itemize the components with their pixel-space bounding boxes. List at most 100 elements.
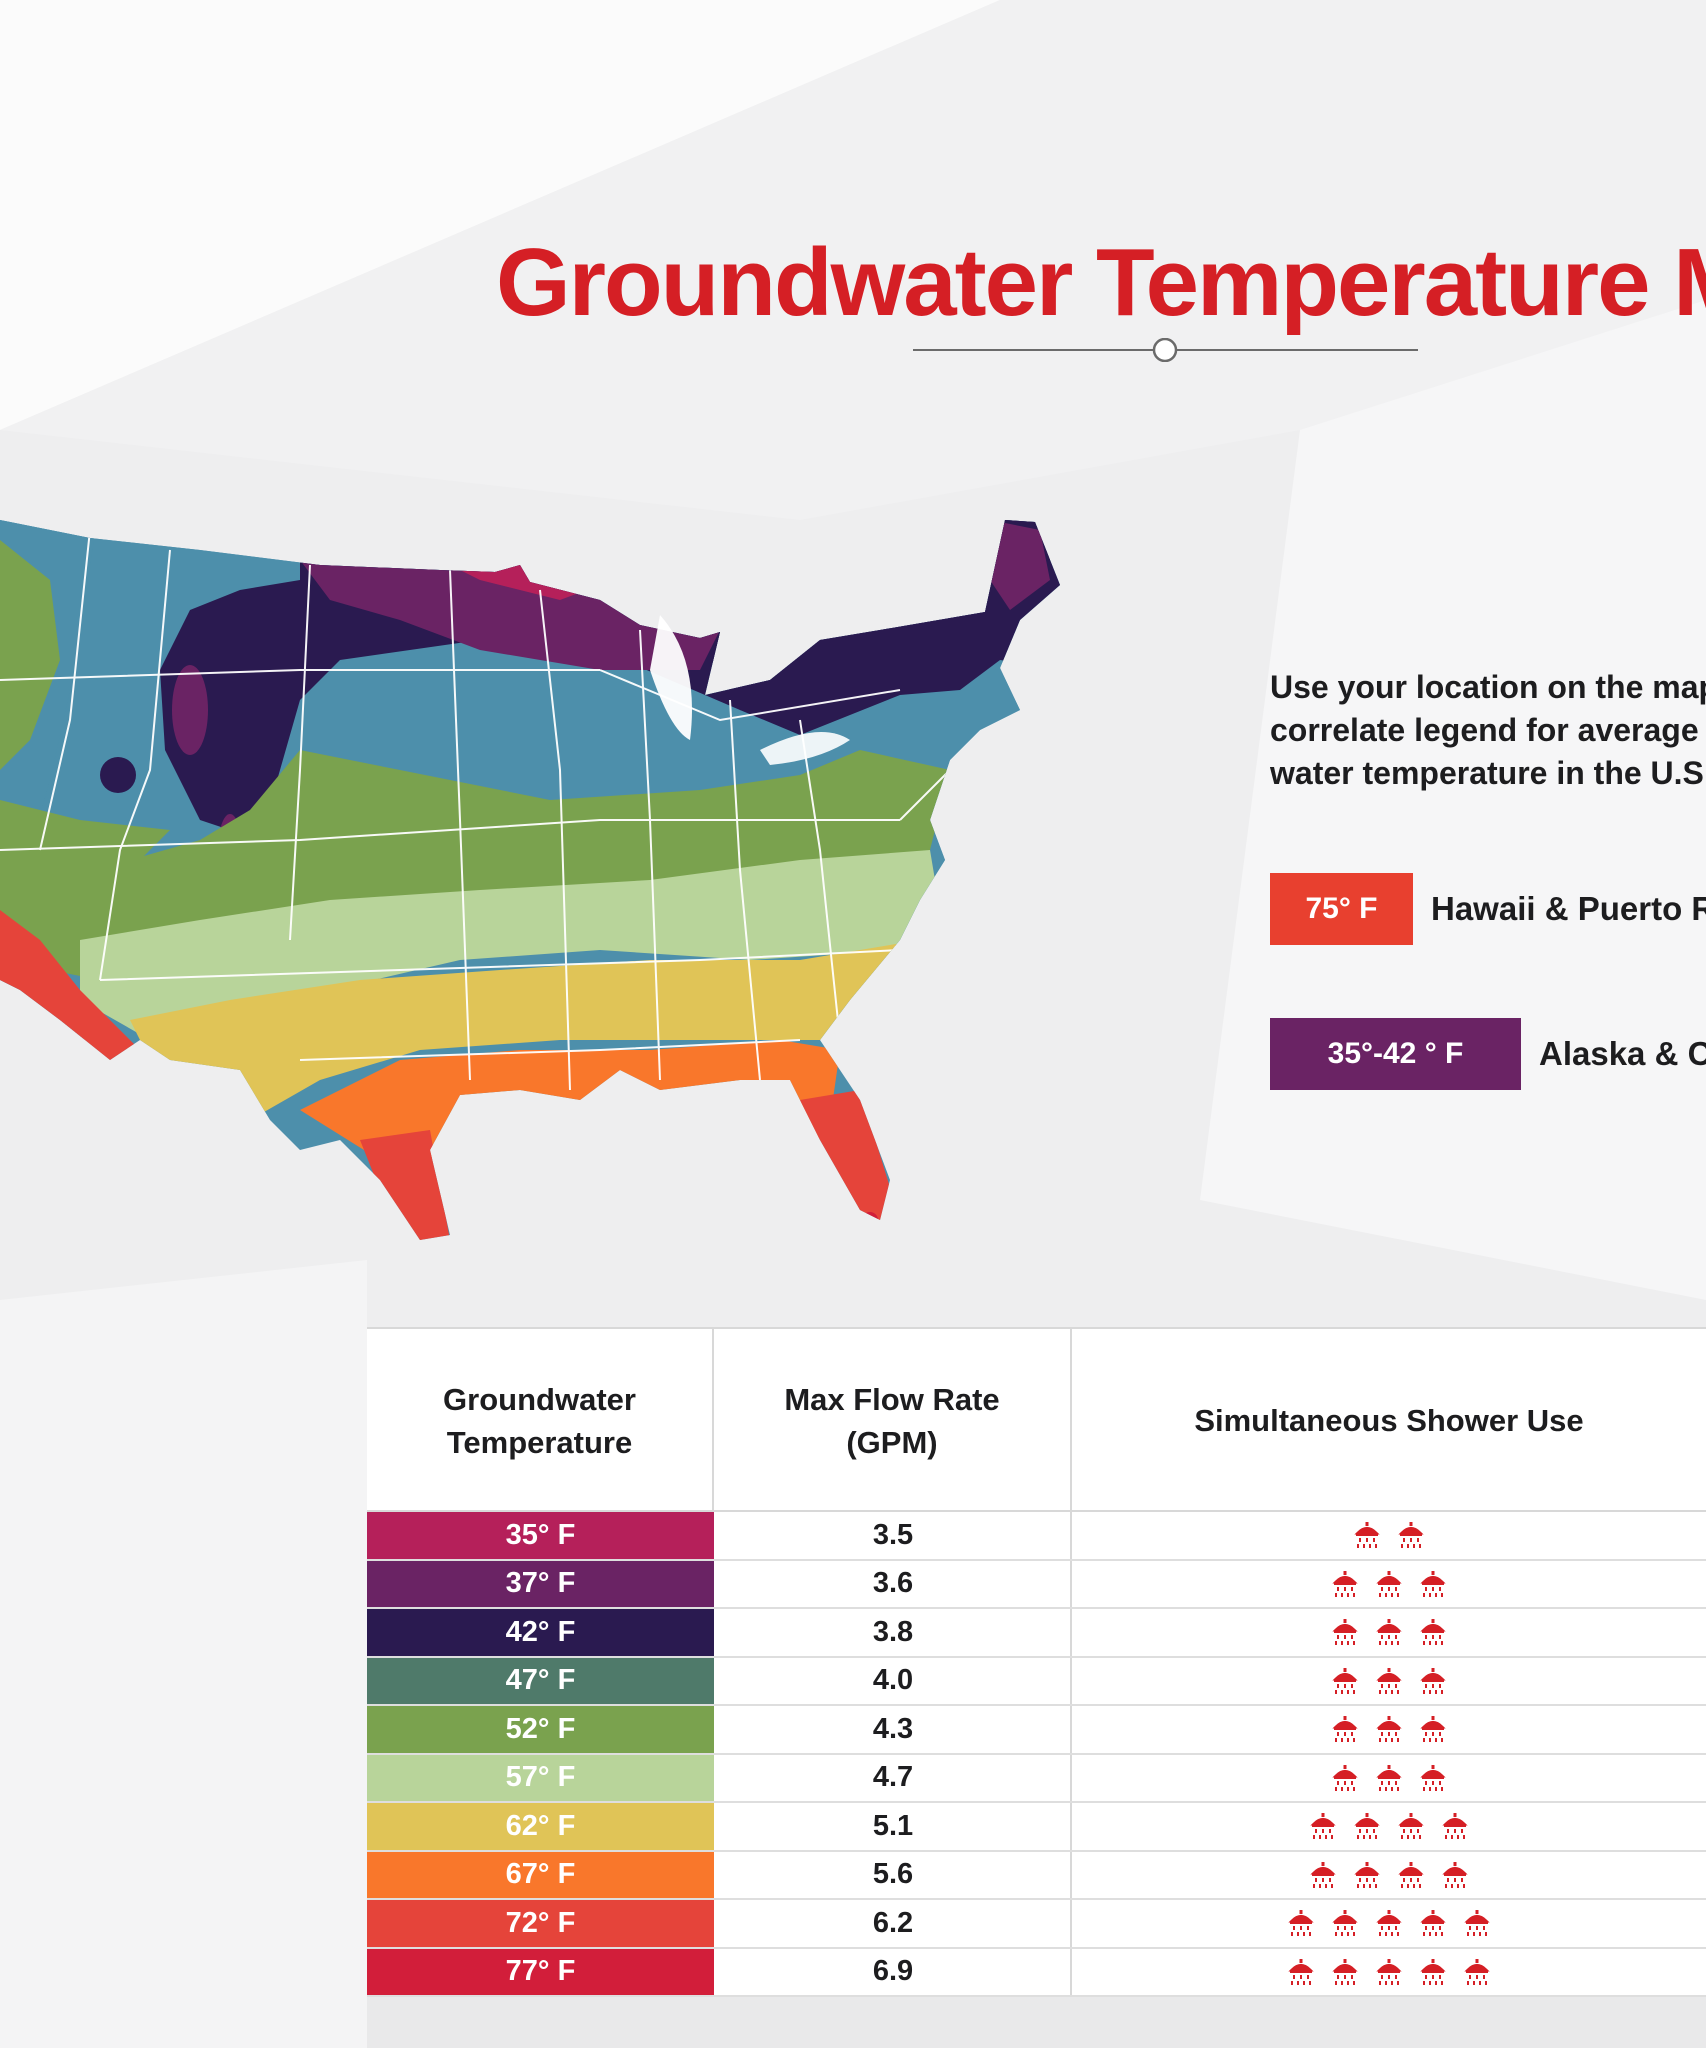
flow-rate-cell: 4.0 [714,1657,1072,1704]
shower-head-icon [1288,1958,1314,1985]
temperature-cell: 47° F [367,1657,714,1704]
flow-rate-cell: 3.5 [714,1512,1072,1559]
header-rate-line-1: Max Flow Rate [784,1381,1000,1417]
shower-head-icon [1332,1958,1358,1985]
legend-swatch-hawaii-label: 75° F [1305,892,1378,925]
shower-head-icon [1332,1764,1358,1791]
shower-head-icon [1332,1570,1358,1597]
shower-use-cell [1072,1561,1706,1608]
shower-use-cell [1072,1706,1706,1753]
header-simultaneous-shower-use: Simultaneous Shower Use [1194,1403,1584,1438]
flow-rate-cell: 6.2 [714,1900,1072,1947]
shower-head-icon [1398,1813,1424,1840]
table-row: 37° F 3.6 [367,1560,1706,1609]
flow-rate-cell: 4.7 [714,1754,1072,1801]
legend-description-line-1: Use your location on the map [1270,669,1706,705]
us-temperature-map [0,520,1060,1240]
temperature-cell: 42° F [367,1609,714,1656]
shower-head-icon [1420,1716,1446,1743]
shower-head-icon [1464,1910,1490,1937]
legend-item-hawaii: 75° F Hawaii & Puerto R [1270,873,1706,945]
table-row: 42° F 3.8 [367,1609,1706,1658]
shower-use-cell [1072,1658,1706,1705]
temperature-cell: 52° F [367,1706,714,1753]
shower-use-cell [1072,1900,1706,1947]
table-header: Groundwater Temperature Max Flow Rate (G… [367,1327,1706,1512]
table-row: 52° F 4.3 [367,1706,1706,1755]
shower-head-icon [1420,1619,1446,1646]
flow-rate-cell: 3.8 [714,1609,1072,1656]
shower-head-icon [1398,1861,1424,1888]
shower-head-icon [1420,1958,1446,1985]
flow-rate-cell: 5.1 [714,1803,1072,1850]
shower-head-icon [1310,1861,1336,1888]
title-divider [913,338,1418,362]
legend-label-alaska: Alaska & Ca [1539,1035,1706,1072]
shower-use-cell [1072,1609,1706,1656]
flow-rate-cell: 5.6 [714,1851,1072,1898]
legend-item-alaska: 35°-42 ° F Alaska & Ca [1270,1018,1706,1090]
shower-head-icon [1354,1522,1380,1549]
temperature-cell: 72° F [367,1900,714,1947]
shower-head-icon [1288,1910,1314,1937]
shower-head-icon [1420,1667,1446,1694]
legend-swatch-alaska: 35°-42 ° F [1270,1018,1521,1090]
table-row: 67° F 5.6 [367,1851,1706,1900]
flow-rate-cell: 4.3 [714,1706,1072,1753]
legend-label-hawaii: Hawaii & Puerto R [1431,890,1706,927]
table-body: 35° F 3.5 37° F 3.6 42° F 3.8 47° F 4.0 52° F 4.3… [367,1512,1706,1997]
temperature-cell: 37° F [367,1560,714,1607]
temperature-cell: 62° F [367,1803,714,1850]
temperature-cell: 57° F [367,1754,714,1801]
temperature-cell: 67° F [367,1851,714,1898]
shower-head-icon [1354,1861,1380,1888]
legend-description-line-2: correlate legend for average [1270,712,1699,748]
table-row: 72° F 6.2 [367,1900,1706,1949]
header-temp-line-1: Groundwater [443,1381,636,1417]
table-row: 77° F 6.9 [367,1948,1706,1997]
legend-description: Use your location on the map correlate l… [1270,666,1706,795]
header-temp-line-2: Temperature [446,1424,633,1460]
legend-description-line-3: water temperature in the U.S [1270,755,1704,791]
shower-head-icon [1442,1861,1468,1888]
shower-use-cell [1072,1949,1706,1996]
shower-use-cell [1072,1512,1706,1559]
shower-head-icon [1354,1813,1380,1840]
table-row: 35° F 3.5 [367,1512,1706,1561]
shower-head-icon [1420,1764,1446,1791]
legend-swatch-alaska-label: 35°-42 ° F [1327,1037,1464,1070]
shower-head-icon [1464,1958,1490,1985]
flow-rate-cell: 3.6 [714,1560,1072,1607]
shower-head-icon [1376,1958,1402,1985]
table-row: 57° F 4.7 [367,1754,1706,1803]
shower-head-icon [1376,1716,1402,1743]
table-row: 62° F 5.1 [367,1803,1706,1852]
header-max-flow-rate: Max Flow Rate (GPM) [714,1329,1072,1512]
header-groundwater-temperature: Groundwater Temperature [367,1329,714,1512]
table-row: 47° F 4.0 [367,1657,1706,1706]
shower-use-cell [1072,1852,1706,1899]
flow-rate-table: Groundwater Temperature Max Flow Rate (G… [367,1327,1706,1997]
page-title: Groundwater Temperature M [496,229,1706,336]
temperature-cell: 77° F [367,1948,714,1995]
shower-use-cell [1072,1803,1706,1850]
shower-head-icon [1332,1619,1358,1646]
shower-head-icon [1332,1716,1358,1743]
shower-head-icon [1310,1813,1336,1840]
shower-head-icon [1376,1667,1402,1694]
shower-head-icon [1376,1910,1402,1937]
flow-rate-cell: 6.9 [714,1948,1072,1995]
shower-head-icon [1398,1522,1424,1549]
shower-head-icon [1332,1667,1358,1694]
shower-head-icon [1376,1570,1402,1597]
shower-head-icon [1420,1570,1446,1597]
shower-head-icon [1376,1619,1402,1646]
temperature-cell: 35° F [367,1512,714,1559]
shower-head-icon [1376,1764,1402,1791]
shower-head-icon [1332,1910,1358,1937]
shower-head-icon [1442,1813,1468,1840]
shower-head-icon [1420,1910,1446,1937]
legend-swatch-hawaii: 75° F [1270,873,1413,945]
header-rate-line-2: (GPM) [846,1424,938,1460]
shower-use-cell [1072,1755,1706,1802]
